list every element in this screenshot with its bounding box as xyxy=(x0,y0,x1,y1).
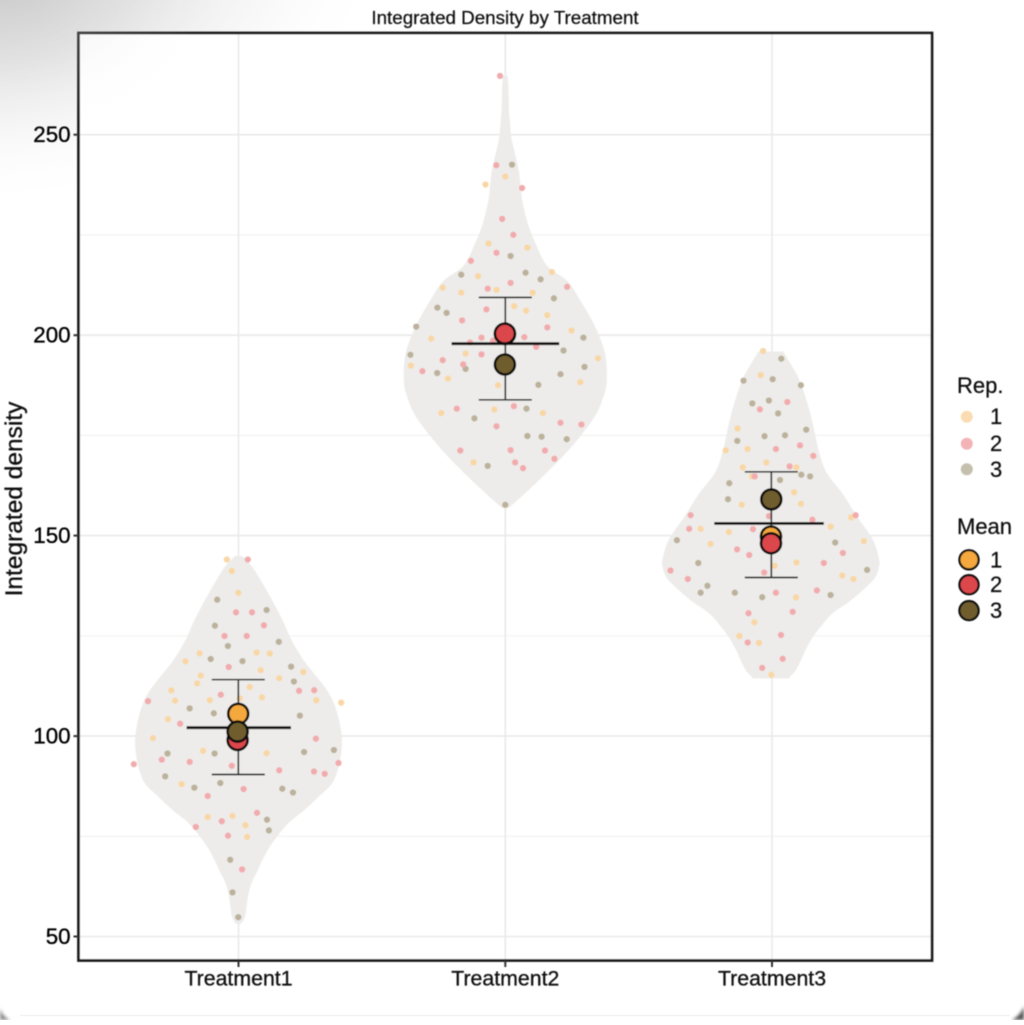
svg-text:Mean: Mean xyxy=(957,514,1012,539)
svg-text:2: 2 xyxy=(990,572,1002,597)
svg-text:1: 1 xyxy=(990,547,1002,572)
svg-text:50: 50 xyxy=(46,924,71,949)
svg-text:Treatment1: Treatment1 xyxy=(184,967,292,991)
svg-text:100: 100 xyxy=(33,724,70,749)
svg-text:200: 200 xyxy=(33,323,70,348)
svg-text:3: 3 xyxy=(990,598,1002,623)
svg-text:3: 3 xyxy=(990,457,1002,482)
svg-text:Integrated Density by Treatmen: Integrated Density by Treatment xyxy=(371,7,639,28)
svg-text:Treatment3: Treatment3 xyxy=(718,967,826,991)
svg-text:Treatment2: Treatment2 xyxy=(451,967,559,991)
svg-text:Integrated density: Integrated density xyxy=(1,401,28,597)
svg-text:1: 1 xyxy=(990,404,1002,429)
svg-text:2: 2 xyxy=(990,431,1002,456)
svg-text:150: 150 xyxy=(33,523,70,548)
svg-text:Rep.: Rep. xyxy=(957,373,1003,398)
